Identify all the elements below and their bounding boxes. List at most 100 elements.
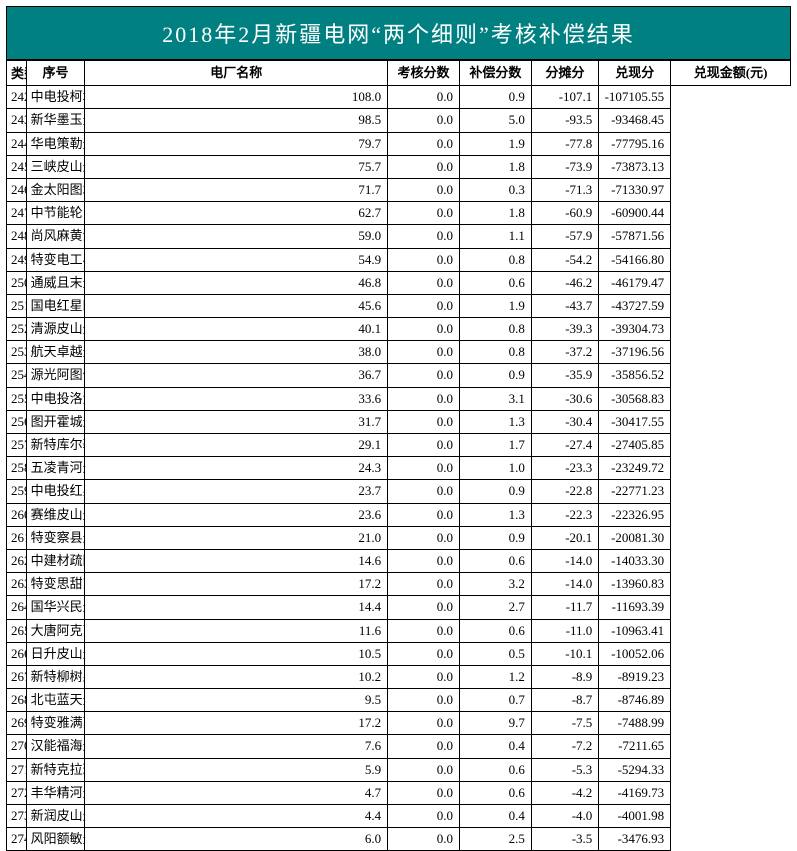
cell-name: 中节能轮台光伏一电站 (26, 202, 85, 225)
cell-duixian: -93.5 (531, 109, 599, 132)
cell-name: 风阳额敏光伏一电站 (26, 828, 85, 851)
cell-kaohe: 29.1 (85, 434, 388, 457)
cell-fentan: 1.2 (459, 665, 531, 688)
cell-buchang: 0.0 (388, 480, 460, 503)
cell-kaohe: 75.7 (85, 155, 388, 178)
type-header: 类型 (7, 61, 27, 86)
cell-seq: 259 (7, 480, 27, 503)
cell-seq: 257 (7, 434, 27, 457)
table-row: 258五凌青河光伏一电站24.30.01.0-23.3-23249.72 (7, 457, 791, 480)
cell-amount: -8746.89 (599, 689, 671, 712)
cell-buchang: 0.0 (388, 457, 460, 480)
cell-kaohe: 24.3 (85, 457, 388, 480)
table-row: 271新特克拉玛依光伏一电站5.90.00.6-5.3-5294.33 (7, 758, 791, 781)
table-row: 248尚风麻黄沟西光伏一电站59.00.01.1-57.9-57871.56 (7, 225, 791, 248)
cell-name: 赛维皮山光伏一电站 (26, 503, 85, 526)
cell-seq: 273 (7, 805, 27, 828)
cell-name: 国电红星四场光伏一电站 (26, 294, 85, 317)
cell-fentan: 0.9 (459, 364, 531, 387)
cell-seq: 245 (7, 155, 27, 178)
table-row: 273新润皮山光伏一电站4.40.00.4-4.0-4001.98 (7, 805, 791, 828)
cell-duixian: -22.8 (531, 480, 599, 503)
cell-duixian: -8.9 (531, 665, 599, 688)
cell-kaohe: 31.7 (85, 410, 388, 433)
cell-amount: -71330.97 (599, 178, 671, 201)
cell-kaohe: 7.6 (85, 735, 388, 758)
cell-buchang: 0.0 (388, 549, 460, 572)
cell-buchang: 0.0 (388, 109, 460, 132)
cell-amount: -10963.41 (599, 619, 671, 642)
cell-fentan: 0.8 (459, 318, 531, 341)
cell-amount: -4001.98 (599, 805, 671, 828)
cell-name: 图开霍城光伏一电站 (26, 410, 85, 433)
cell-name: 中电投洛浦光伏一电站 (26, 387, 85, 410)
cell-seq: 274 (7, 828, 27, 851)
cell-name: 特变雅满苏光伏一电站 (26, 712, 85, 735)
cell-duixian: -5.3 (531, 758, 599, 781)
cell-fentan: 3.2 (459, 573, 531, 596)
cell-name: 中电投柯坪光伏三电站 (26, 86, 85, 109)
col-amount: 兑现金额(元) (671, 61, 791, 86)
cell-fentan: 0.7 (459, 689, 531, 712)
cell-fentan: 1.1 (459, 225, 531, 248)
cell-amount: -14033.30 (599, 549, 671, 572)
cell-amount: -30417.55 (599, 410, 671, 433)
cell-seq: 255 (7, 387, 27, 410)
cell-seq: 248 (7, 225, 27, 248)
cell-name: 尚风麻黄沟西光伏一电站 (26, 225, 85, 248)
cell-fentan: 0.5 (459, 642, 531, 665)
cell-seq: 247 (7, 202, 27, 225)
cell-buchang: 0.0 (388, 364, 460, 387)
cell-name: 北屯蓝天光伏一期 (26, 689, 85, 712)
cell-seq: 250 (7, 271, 27, 294)
cell-kaohe: 21.0 (85, 526, 388, 549)
cell-duixian: -7.2 (531, 735, 599, 758)
cell-amount: -37196.56 (599, 341, 671, 364)
cell-duixian: -14.0 (531, 549, 599, 572)
cell-buchang: 0.0 (388, 805, 460, 828)
cell-duixian: -7.5 (531, 712, 599, 735)
cell-name: 特变电工小草湖光伏二电站 (26, 248, 85, 271)
cell-duixian: -39.3 (531, 318, 599, 341)
cell-fentan: 9.7 (459, 712, 531, 735)
cell-fentan: 0.8 (459, 341, 531, 364)
cell-buchang: 0.0 (388, 410, 460, 433)
cell-duixian: -54.2 (531, 248, 599, 271)
cell-kaohe: 23.6 (85, 503, 388, 526)
cell-fentan: 1.9 (459, 294, 531, 317)
table-row: 246金太阳图木舒克光伏一电站71.70.00.3-71.3-71330.97 (7, 178, 791, 201)
cell-buchang: 0.0 (388, 573, 460, 596)
cell-amount: -7211.65 (599, 735, 671, 758)
table-row: 253航天卓越光伏一电站38.00.00.8-37.2-37196.56 (7, 341, 791, 364)
cell-name: 金太阳图木舒克光伏一电站 (26, 178, 85, 201)
cell-fentan: 1.8 (459, 202, 531, 225)
cell-buchang: 0.0 (388, 434, 460, 457)
table-row: 265大唐阿克苏光伏一电站11.60.00.6-11.0-10963.41 (7, 619, 791, 642)
cell-seq: 258 (7, 457, 27, 480)
cell-duixian: -35.9 (531, 364, 599, 387)
cell-name: 清源皮山光伏一电站 (26, 318, 85, 341)
cell-name: 日升皮山光伏一电站 (26, 642, 85, 665)
table-row: 274风阳额敏光伏一电站6.00.02.5-3.5-3476.93 (7, 828, 791, 851)
cell-amount: -22326.95 (599, 503, 671, 526)
cell-duixian: -27.4 (531, 434, 599, 457)
cell-amount: -20081.30 (599, 526, 671, 549)
cell-fentan: 2.7 (459, 596, 531, 619)
cell-buchang: 0.0 (388, 318, 460, 341)
cell-buchang: 0.0 (388, 294, 460, 317)
cell-name: 国华兴民光伏一电站 (26, 596, 85, 619)
cell-name: 新特柳树泉光伏一电站 (26, 665, 85, 688)
cell-name: 五凌青河光伏一电站 (26, 457, 85, 480)
cell-kaohe: 45.6 (85, 294, 388, 317)
cell-name: 华电策勒光伏电站 (26, 132, 85, 155)
cell-seq: 263 (7, 573, 27, 596)
cell-fentan: 0.9 (459, 86, 531, 109)
cell-kaohe: 62.7 (85, 202, 388, 225)
cell-name: 三峡皮山光伏电站 (26, 155, 85, 178)
cell-seq: 267 (7, 665, 27, 688)
cell-seq: 264 (7, 596, 27, 619)
header-row: 类型 序号 电厂名称 考核分数 补偿分数 分摊分 兑现分 兑现金额(元) (7, 61, 791, 86)
table-row: 266日升皮山光伏一电站10.50.00.5-10.1-10052.06 (7, 642, 791, 665)
cell-fentan: 2.5 (459, 828, 531, 851)
table-body: 242中电投柯坪光伏三电站108.00.00.9-107.1-107105.55… (7, 86, 791, 851)
